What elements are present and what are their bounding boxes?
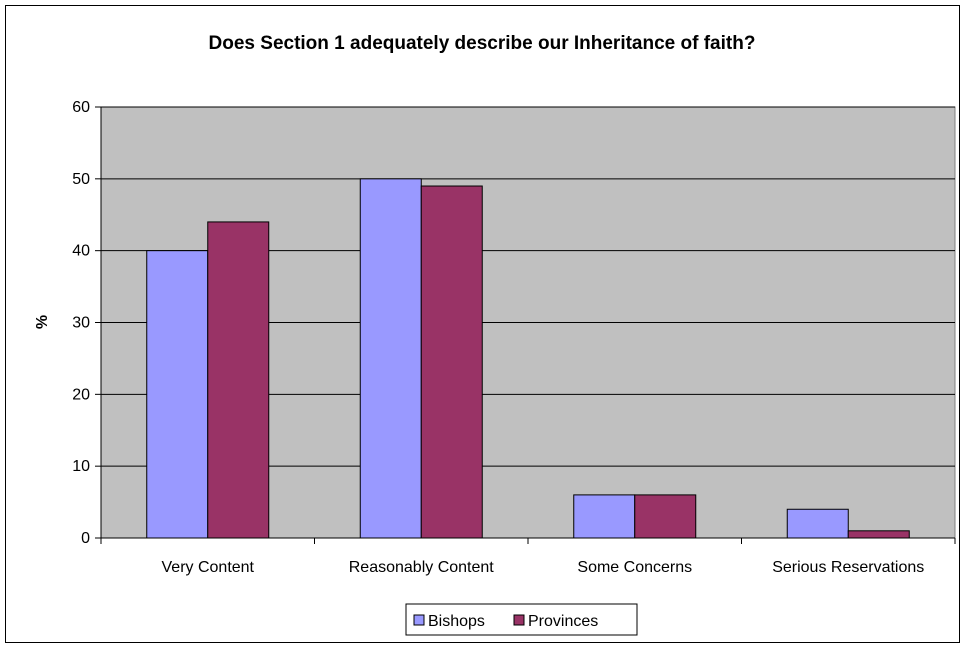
- x-tick-label: Some Concerns: [577, 559, 692, 576]
- bar-bishops-4: [786, 508, 849, 539]
- y-tick-label: 50: [72, 171, 90, 188]
- x-tick-label: Very Content: [162, 559, 255, 576]
- y-axis: 0 10 20 30 40 50 60: [72, 99, 102, 547]
- bar-bishops-1: [146, 250, 209, 539]
- bar-provinces-2: [420, 185, 483, 539]
- y-tick-label: 60: [72, 99, 90, 116]
- chart-title: Does Section 1 adequately describe our I…: [209, 33, 756, 54]
- bars: [146, 178, 910, 539]
- legend: Bishops Provinces: [405, 603, 638, 636]
- y-tick-label: 10: [72, 458, 90, 475]
- legend-label-bishops: Bishops: [428, 613, 485, 630]
- bar-provinces-3: [634, 494, 697, 539]
- x-axis: Very Content Reasonably Content Some Conce…: [100, 537, 956, 576]
- legend-label-provinces: Provinces: [528, 613, 598, 630]
- y-tick-label: 30: [72, 315, 90, 332]
- bar-bishops-3: [573, 494, 636, 539]
- y-tick-label: 0: [81, 530, 90, 547]
- bar-provinces-4: [847, 530, 910, 539]
- bar-bishops-2: [359, 178, 422, 539]
- legend-box: [405, 603, 638, 636]
- y-tick-label: 20: [72, 386, 90, 403]
- x-tick-label: Reasonably Content: [349, 559, 495, 576]
- x-tick-label: Serious Reservations: [772, 559, 924, 576]
- y-axis-label: %: [34, 315, 51, 329]
- legend-swatch-bishops: [413, 614, 425, 626]
- y-tick-label: 40: [72, 243, 90, 260]
- legend-swatch-provinces: [513, 614, 525, 626]
- bar-provinces-1: [207, 221, 270, 539]
